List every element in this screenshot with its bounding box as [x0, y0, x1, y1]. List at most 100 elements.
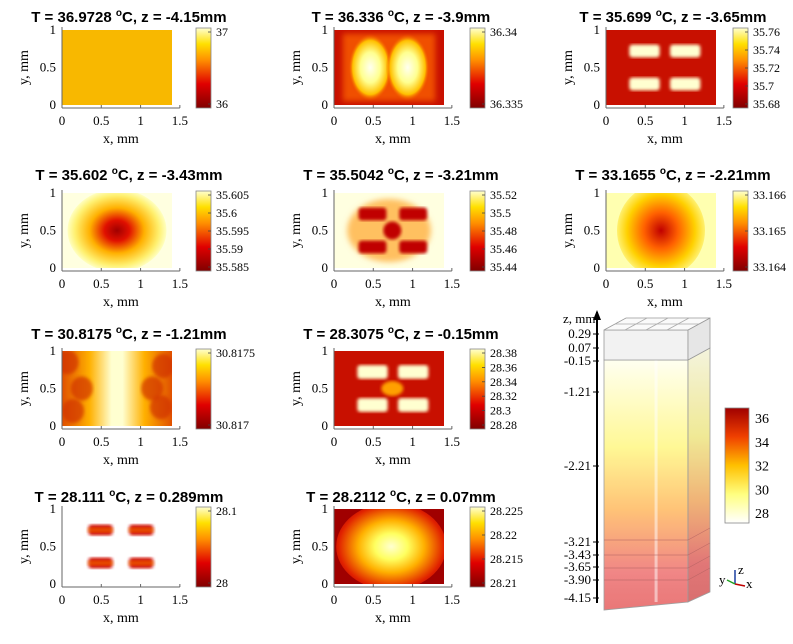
z-tick-label: -4.15	[564, 590, 591, 605]
y-tick-label: 0	[594, 97, 601, 112]
heatmap-panel: T = 35.699 oC, z = -3.65mm 0 0.5 1 1.5 0 0.5 1 x…	[561, 8, 780, 147]
colorbar-tick-label: 35.585	[216, 260, 249, 274]
colorbar-tick-label: 28.225	[490, 504, 523, 518]
colorbar-tick-label: 33.166	[753, 188, 786, 202]
heatmap-field	[62, 509, 172, 584]
colorbar-3d-tick-label: 30	[755, 483, 769, 498]
x-axis-label: x, mm	[103, 295, 139, 310]
y-tick-label: 1	[322, 22, 329, 37]
colorbar-tick-label: 35.44	[490, 260, 517, 274]
x-tick-label: 1	[681, 113, 688, 128]
x-tick-label: 0.5	[365, 434, 381, 449]
y-axis-label: y, mm	[17, 50, 32, 85]
y-tick-label: 1	[594, 185, 601, 200]
y-tick-label: 0.5	[312, 60, 328, 75]
y-axis-label: y, mm	[289, 371, 304, 406]
panel-title: T = 36.9728 oC, z = -4.15mm	[31, 8, 226, 26]
colorbar-tick-label: 35.52	[490, 188, 517, 202]
colorbar-tick-label: 35.5	[490, 206, 511, 220]
panel-title: T = 36.336 oC, z = -3.9mm	[312, 8, 491, 26]
colorbar-tick-label: 28.38	[490, 346, 517, 360]
hot-block	[399, 240, 428, 254]
hot-block	[629, 44, 660, 58]
y-axis-label: y, mm	[289, 50, 304, 85]
z-tick-label: -3.43	[564, 547, 591, 562]
y-tick-label: 1	[594, 22, 601, 37]
panel-title: T = 30.8175 oC, z = -1.21mm	[31, 325, 226, 343]
heatmap-field	[606, 30, 716, 105]
colorbar-tick-label: 35.59	[216, 242, 243, 256]
y-tick-label: 0.5	[40, 60, 56, 75]
hot-block	[358, 207, 387, 221]
y-tick-label: 0	[50, 260, 57, 275]
colorbar-tick-label: 28	[216, 576, 228, 590]
colorbar-tick-label: 30.817	[216, 418, 249, 432]
x-tick-label: 1.5	[444, 113, 460, 128]
y-tick-label: 0	[322, 576, 329, 591]
y-tick-label: 0	[50, 576, 57, 591]
y-tick-label: 1	[322, 185, 329, 200]
x-tick-label: 0	[59, 592, 66, 607]
heatmap-field	[62, 30, 172, 105]
x-tick-label: 1	[681, 276, 688, 291]
y-tick-label: 0.5	[40, 539, 56, 554]
x-tick-label: 1.5	[716, 113, 732, 128]
colorbar	[195, 348, 212, 430]
z-axis-arrow-icon	[593, 310, 601, 320]
x-axis-label: x, mm	[375, 611, 411, 626]
colorbar-tick-label: 36	[216, 97, 228, 111]
x-tick-label: 0.5	[365, 592, 381, 607]
x-tick-label: 0	[603, 276, 610, 291]
x-axis-label: x, mm	[647, 132, 683, 147]
z-tick-label: -3.21	[564, 534, 591, 549]
colorbar	[469, 348, 486, 430]
panel-title: T = 35.699 oC, z = -3.65mm	[579, 8, 766, 26]
heatmap-panel: T = 35.5042 oC, z = -3.21mm 0 0.5 1 1.5 0 0.5 1…	[289, 166, 517, 310]
heatmap-panel: T = 28.2112 oC, z = 0.07mm 0 0.5 1 1.5 0 0.5 1 x…	[289, 488, 523, 626]
x-axis-label: x, mm	[375, 295, 411, 310]
colorbar	[469, 27, 486, 109]
hot-block	[358, 240, 387, 254]
hot-block	[399, 207, 428, 221]
hot-block	[629, 77, 660, 91]
heatmap-field	[334, 351, 444, 426]
heatmap-field	[62, 351, 172, 426]
x-tick-label: 1.5	[172, 434, 188, 449]
colorbar-tick-label: 35.72	[753, 61, 780, 75]
y-tick-label: 0.5	[312, 539, 328, 554]
colorbar-3d	[724, 407, 750, 524]
colorbar-tick-label: 28.3	[490, 404, 511, 418]
heatmap-panel: T = 28.3075 oC, z = -0.15mm 0 0.5 1 1.5 0 0.5 1…	[289, 325, 517, 468]
z-axis-label: z, mm	[563, 311, 596, 326]
colorbar-tick-label: 35.6	[216, 206, 237, 220]
x-axis-label: x, mm	[647, 295, 683, 310]
x-tick-label: 0.5	[637, 113, 653, 128]
x-tick-label: 0.5	[365, 113, 381, 128]
x-tick-label: 0	[59, 434, 66, 449]
y-tick-label: 0.5	[312, 381, 328, 396]
triad-y-label: y	[719, 572, 726, 587]
x-tick-label: 1.5	[444, 276, 460, 291]
z-tick-label: 0.07	[568, 340, 591, 355]
x-axis-label: x, mm	[375, 453, 411, 468]
y-tick-label: 0	[50, 97, 57, 112]
colorbar-tick-label: 28.21	[490, 576, 517, 590]
x-tick-label: 0.5	[93, 434, 109, 449]
panel-title: T = 35.602 oC, z = -3.43mm	[35, 166, 222, 184]
panel-title: T = 35.5042 oC, z = -3.21mm	[303, 166, 498, 184]
heatmap-panel: T = 28.111 oC, z = 0.289mm 0 0.5 1 1.5 0 0.5 1 x…	[17, 488, 237, 626]
hot-block	[357, 365, 388, 379]
panel-title: T = 28.111 oC, z = 0.289mm	[35, 488, 224, 506]
panel-title: T = 28.3075 oC, z = -0.15mm	[303, 325, 498, 343]
x-tick-label: 1	[137, 113, 144, 128]
colorbar-tick-label: 35.74	[753, 43, 780, 57]
colorbar-tick-label: 28.22	[490, 528, 517, 542]
x-tick-label: 1	[409, 434, 416, 449]
colorbar-3d-tick-label: 32	[755, 460, 769, 475]
x-axis-label: x, mm	[103, 453, 139, 468]
x-tick-label: 1.5	[172, 592, 188, 607]
x-tick-label: 0	[331, 113, 338, 128]
x-tick-label: 1.5	[444, 434, 460, 449]
y-tick-label: 1	[50, 22, 57, 37]
z-tick-label: -3.90	[564, 572, 591, 587]
